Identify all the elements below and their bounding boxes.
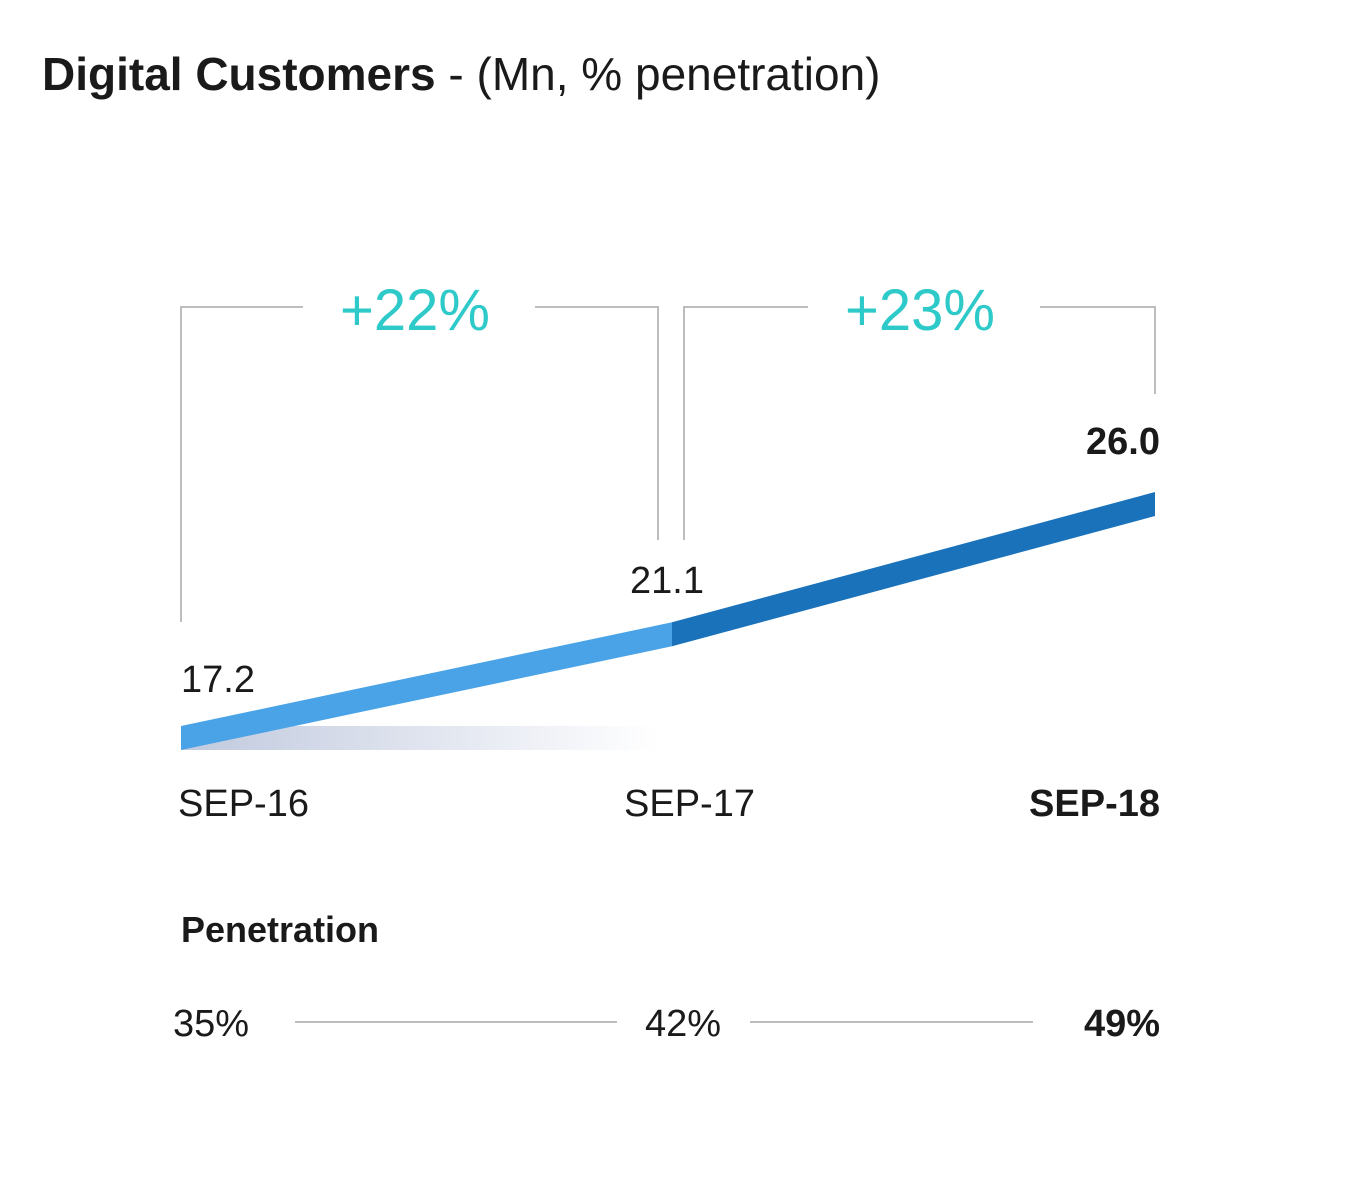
chart-title-main: Digital Customers: [42, 48, 436, 100]
growth-bracket-right-1: [535, 306, 659, 540]
chart-title: Digital Customers - (Mn, % penetration): [42, 46, 880, 102]
x-tick-label-2: SEP-17: [624, 783, 755, 825]
growth-bracket-left-2: [683, 306, 808, 540]
growth-bracket-right-2: [1040, 306, 1156, 394]
value-label-3: 26.0: [1086, 421, 1160, 463]
value-label-1: 17.2: [181, 659, 255, 701]
value-label-2: 21.1: [630, 560, 704, 602]
x-tick-label-1: SEP-16: [178, 783, 309, 825]
line-segment-1: [181, 622, 672, 750]
penetration-value-3: 49%: [1084, 1003, 1160, 1045]
penetration-value-2: 42%: [645, 1003, 721, 1045]
growth-label-1: +22%: [340, 278, 490, 343]
penetration-value-1: 35%: [173, 1003, 249, 1045]
penetration-heading: Penetration: [181, 909, 379, 950]
chart-title-suffix: - (Mn, % penetration): [435, 48, 881, 100]
growth-bracket-left-1: [180, 306, 303, 622]
line-segment-2: [672, 492, 1155, 647]
growth-label-2: +23%: [845, 278, 995, 343]
x-tick-label-3: SEP-18: [1029, 783, 1160, 825]
